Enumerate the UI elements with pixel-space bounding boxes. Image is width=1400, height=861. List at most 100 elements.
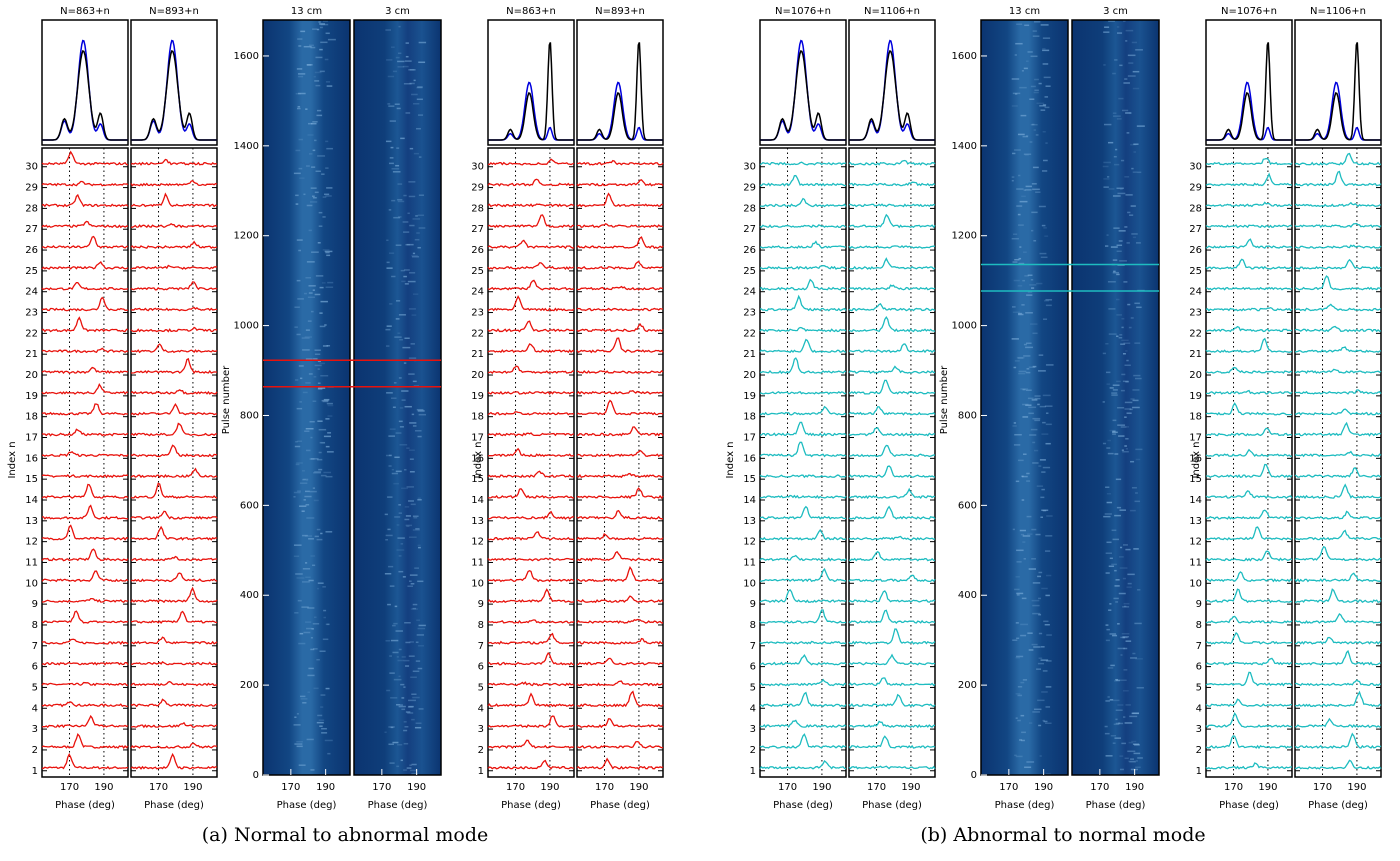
image-texture	[307, 122, 313, 125]
pulse-trace	[487, 411, 575, 416]
y-tick-label: 3	[1196, 724, 1202, 735]
image-texture	[305, 490, 310, 493]
image-texture	[319, 26, 323, 29]
image-texture	[1102, 401, 1105, 403]
pulse-trace	[41, 474, 129, 479]
image-texture	[414, 567, 420, 569]
image-texture	[297, 490, 302, 492]
image-texture	[1129, 214, 1134, 216]
image-texture	[1116, 273, 1120, 276]
image-texture	[405, 55, 409, 58]
image-texture	[402, 576, 406, 578]
image-texture	[394, 336, 402, 338]
image-texture	[1018, 312, 1022, 315]
pulse-trace	[487, 681, 575, 687]
image-texture	[1102, 442, 1107, 445]
y-tick-label: 17	[25, 433, 38, 444]
x-tick-label: 170	[281, 782, 300, 793]
image-texture	[412, 529, 420, 531]
pulse-trace	[41, 714, 129, 729]
pulse-trace	[1294, 201, 1382, 208]
image-texture	[1020, 114, 1027, 117]
y-tick-label: 25	[25, 266, 38, 277]
image-texture	[391, 199, 396, 202]
y-tick-label: 11	[743, 557, 756, 568]
image-texture	[326, 402, 333, 405]
image-texture	[1028, 568, 1037, 570]
image-texture	[397, 200, 405, 203]
image-texture	[404, 518, 410, 521]
y-tick-label: 17	[743, 433, 756, 444]
image-texture	[302, 702, 307, 704]
image-texture	[315, 56, 323, 59]
image-texture	[316, 109, 322, 112]
image-texture	[323, 471, 332, 474]
image-texture	[388, 454, 392, 457]
image-texture	[1112, 259, 1118, 261]
image-texture	[1019, 529, 1026, 532]
image-texture	[1124, 176, 1130, 178]
image-texture	[322, 196, 327, 198]
image-texture	[312, 623, 320, 625]
image-texture	[320, 532, 323, 535]
image-texture	[403, 742, 409, 745]
image-texture	[406, 525, 410, 528]
x-tick-label: 190	[1347, 782, 1366, 793]
image-texture	[1121, 326, 1124, 329]
image-texture	[387, 103, 391, 105]
image-texture	[1040, 256, 1048, 259]
image-texture	[304, 535, 313, 537]
image-texture	[321, 732, 328, 734]
pulse-trace	[1205, 224, 1293, 229]
pulse-trace	[130, 572, 218, 583]
image-texture	[1126, 359, 1129, 362]
image-texture	[1046, 634, 1052, 636]
image-texture	[314, 364, 322, 367]
image-texture	[1044, 722, 1052, 725]
image-texture	[401, 280, 406, 283]
average-profile	[1206, 42, 1292, 141]
image-texture	[326, 147, 333, 150]
image-texture	[327, 38, 336, 41]
image-texture	[1012, 92, 1021, 95]
image-texture	[396, 704, 401, 706]
pulse-trace	[759, 474, 847, 479]
image-texture	[1031, 643, 1038, 646]
pulse-trace	[1294, 588, 1382, 604]
image-texture	[409, 147, 414, 150]
y-tick-label: 10	[743, 578, 756, 589]
image-texture	[384, 573, 392, 575]
pulse-trace	[848, 203, 936, 208]
image-texture	[385, 140, 392, 143]
image-texture	[1114, 680, 1117, 682]
pulse-trace	[848, 765, 936, 770]
image-texture	[300, 698, 308, 700]
image-texture	[294, 326, 298, 328]
y-tick-label: 12	[471, 537, 484, 548]
stack-box	[1294, 147, 1382, 778]
image-texture	[418, 708, 424, 710]
pulse-trace	[759, 405, 847, 416]
image-texture	[1015, 693, 1021, 695]
image-texture	[1122, 716, 1126, 718]
image-texture	[306, 627, 313, 630]
image-texture	[1126, 586, 1132, 588]
image-texture	[408, 308, 416, 310]
image-texture	[1038, 465, 1042, 467]
image-texture	[1130, 509, 1136, 512]
image-texture	[403, 275, 407, 278]
image-texture	[1039, 105, 1046, 107]
image-texture	[389, 672, 395, 674]
image-texture	[1040, 496, 1045, 499]
pulse-trace	[487, 203, 575, 208]
x-tick-label: 190	[812, 782, 831, 793]
image-texture	[310, 46, 316, 49]
y-tick-label: 30	[471, 162, 484, 173]
image-texture	[386, 59, 393, 61]
image-texture	[1026, 761, 1035, 763]
pulse-trace	[759, 441, 847, 458]
image-texture	[310, 122, 317, 125]
image-texture	[316, 528, 321, 531]
image-texture	[1025, 189, 1032, 191]
pulse-trace	[576, 323, 664, 333]
